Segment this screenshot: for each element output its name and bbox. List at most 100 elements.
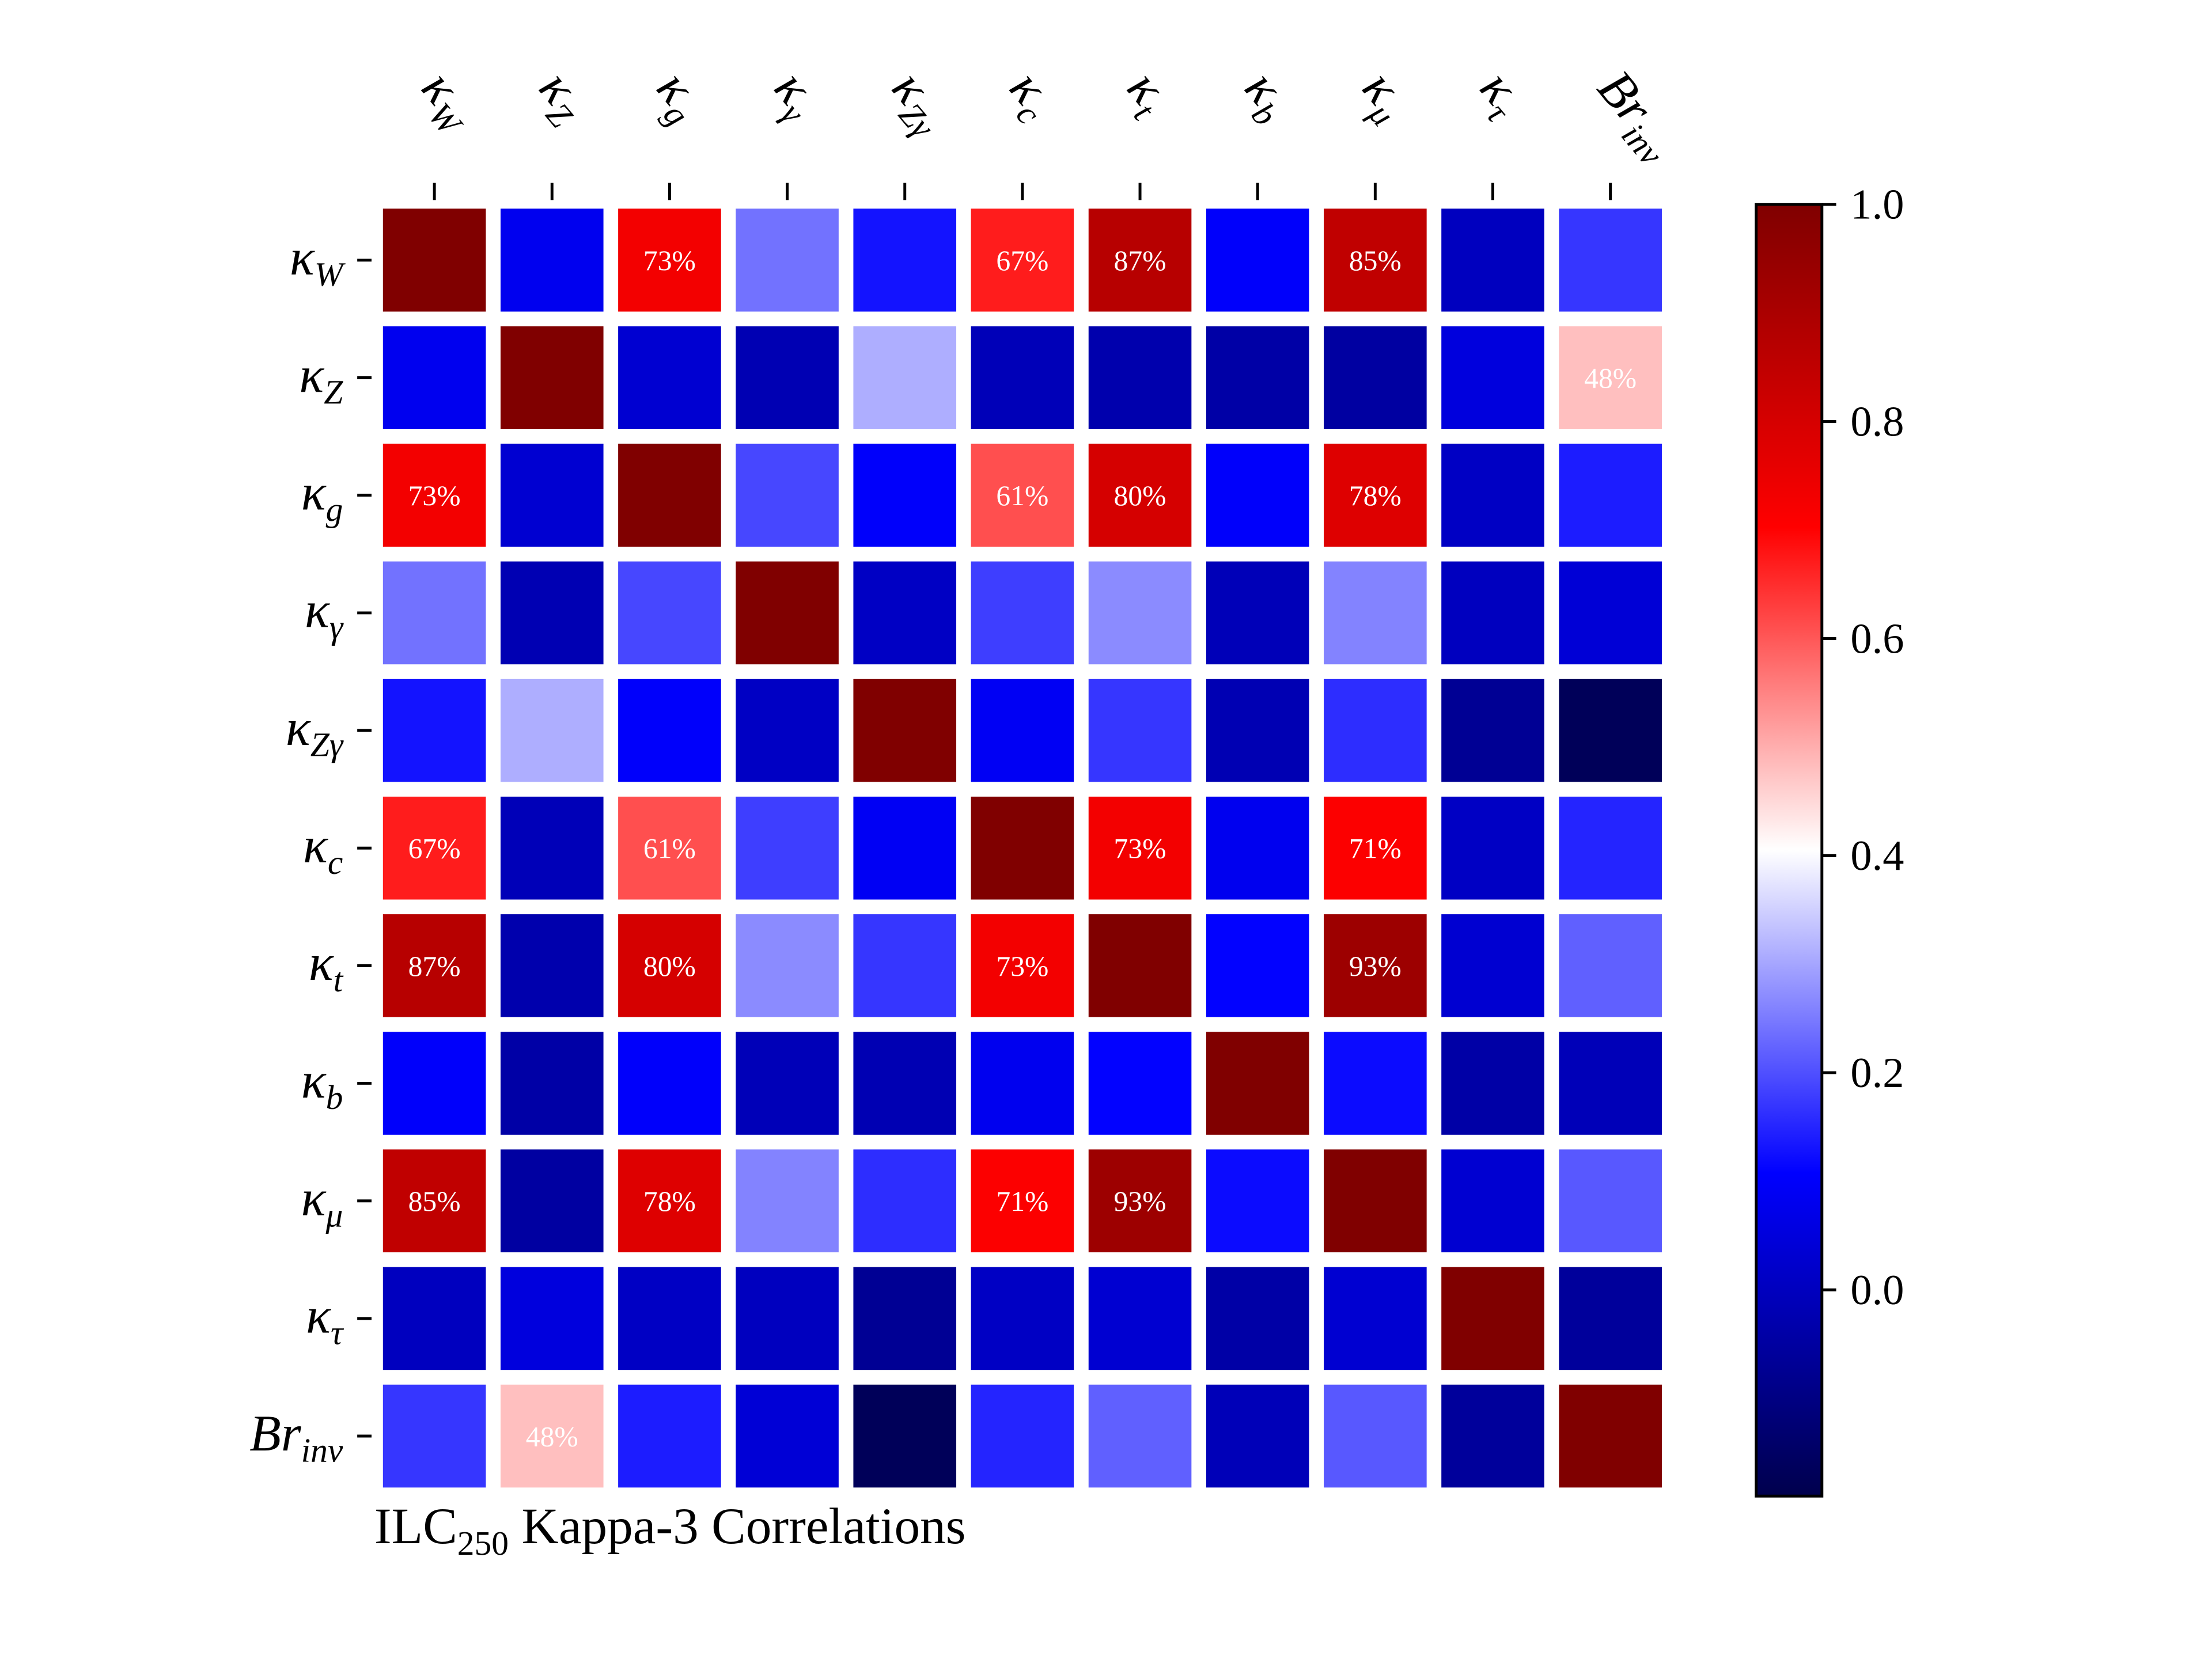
heatmap-cell (1206, 326, 1309, 429)
heatmap-cell (1324, 561, 1427, 665)
heatmap-cell (1088, 1149, 1192, 1253)
heatmap-cell (500, 561, 604, 665)
heatmap-cell (736, 679, 839, 782)
y-tick-label-sub: μ (325, 1196, 343, 1234)
heatmap-cell (1441, 209, 1544, 312)
y-tick-label-main: κ (303, 817, 328, 874)
cell-label: 73% (996, 950, 1048, 982)
heatmap-cell (853, 209, 957, 312)
x-tick-label: κc (993, 59, 1068, 131)
heatmap-cell (618, 561, 721, 665)
heatmap-cell (382, 1032, 486, 1135)
heatmap-cell (1559, 1149, 1662, 1253)
heatmap-cell (853, 1384, 957, 1488)
heatmap-cell (382, 209, 486, 312)
x-tick-label: κb (1228, 59, 1304, 133)
heatmap-cell (382, 1149, 486, 1253)
heatmap-cell (853, 326, 957, 429)
cell-label: 80% (1114, 480, 1166, 512)
y-tick-label: κτ (306, 1287, 344, 1352)
y-tick-label-main: κ (299, 346, 324, 403)
y-tick-label-main: κ (286, 699, 311, 756)
heatmap-cell (736, 561, 839, 665)
heatmap-cell (971, 679, 1074, 782)
y-tick-label: κg (301, 464, 343, 529)
heatmap-cell (1324, 1384, 1427, 1488)
x-tick-label: κZ (522, 59, 600, 135)
cell-label: 87% (1114, 245, 1166, 276)
heatmap-cell (1324, 796, 1427, 900)
y-tick-label-main: κ (301, 464, 327, 521)
heatmap-cell (1559, 561, 1662, 665)
chart-title: ILC250 Kappa-3 Correlations (374, 1498, 966, 1562)
colorbar-tick-label: 0.8 (1850, 398, 1904, 445)
heatmap-cell (1206, 914, 1309, 1017)
heatmap-cell (736, 1149, 839, 1253)
heatmap-cell (500, 1149, 604, 1253)
cell-label: 93% (1114, 1185, 1166, 1217)
heatmap-cell (500, 1384, 604, 1488)
y-tick-label: κc (303, 817, 343, 881)
heatmap-cell (618, 1267, 721, 1370)
heatmap-cell (618, 1032, 721, 1135)
cell-label: 71% (1349, 833, 1402, 865)
heatmap-cell (500, 444, 604, 547)
title-rest: Kappa-3 Correlations (509, 1498, 966, 1555)
heatmap-cell (1441, 444, 1544, 547)
heatmap-cell (1559, 1032, 1662, 1135)
heatmap-cell (1206, 444, 1309, 547)
x-tick-label: κZγ (876, 59, 963, 145)
heatmap-cell (971, 1032, 1074, 1135)
heatmap-cell (1206, 1267, 1309, 1370)
cell-label: 85% (1349, 245, 1402, 276)
heatmap-cell (1324, 326, 1427, 429)
heatmap-cell (1441, 1149, 1544, 1253)
heatmap-cell (1441, 1384, 1544, 1488)
heatmap-cell (382, 561, 486, 665)
heatmap-cell (382, 796, 486, 900)
heatmap-cell (1324, 209, 1427, 312)
cell-label: 67% (408, 833, 461, 865)
heatmap-cell (1088, 796, 1192, 900)
heatmap-cell (853, 679, 957, 782)
heatmap-cell (618, 679, 721, 782)
heatmap-cell (736, 444, 839, 547)
heatmap-cell (382, 1384, 486, 1488)
heatmap-cell (1088, 561, 1192, 665)
heatmap-cell (1441, 914, 1544, 1017)
colorbar-tick-label: 0.6 (1850, 615, 1904, 662)
cell-label: 67% (996, 245, 1048, 276)
heatmap-cell (618, 209, 721, 312)
heatmap-cell (1441, 1267, 1544, 1370)
colorbar (1755, 203, 1824, 1498)
heatmap-cell (1324, 1149, 1427, 1253)
x-tick-label: κt (1111, 59, 1183, 128)
y-tick-label-sub: Z (324, 373, 343, 411)
heatmap-cell (1088, 326, 1192, 429)
heatmap-cell (382, 1267, 486, 1370)
heatmap-cell (853, 796, 957, 900)
y-tick-label-main: κ (290, 229, 315, 286)
heatmap-cell (853, 1032, 957, 1135)
colorbar-tick-label: 0.2 (1850, 1050, 1904, 1097)
heatmap-cell (1324, 1032, 1427, 1135)
heatmap-cell (736, 1384, 839, 1488)
heatmap-cell (1441, 796, 1544, 900)
heatmap-cell (1206, 1149, 1309, 1253)
heatmap-cell (1559, 209, 1662, 312)
cell-label: 73% (1114, 833, 1166, 865)
heatmap-cell (971, 326, 1074, 429)
colorbar-tick-label: 0.4 (1850, 832, 1904, 880)
y-tick-label-sub: Zγ (310, 726, 344, 764)
heatmap-cell (971, 1267, 1074, 1370)
y-tick-label: κZ (299, 346, 343, 411)
y-tick-label-main: κ (306, 1287, 331, 1344)
cell-label: 80% (643, 950, 696, 982)
heatmap-cell (1324, 914, 1427, 1017)
heatmap-cell (618, 1384, 721, 1488)
heatmap-cell (971, 209, 1074, 312)
heatmap-cell (1206, 679, 1309, 782)
heatmap-cell (618, 796, 721, 900)
heatmap-cell (1559, 796, 1662, 900)
